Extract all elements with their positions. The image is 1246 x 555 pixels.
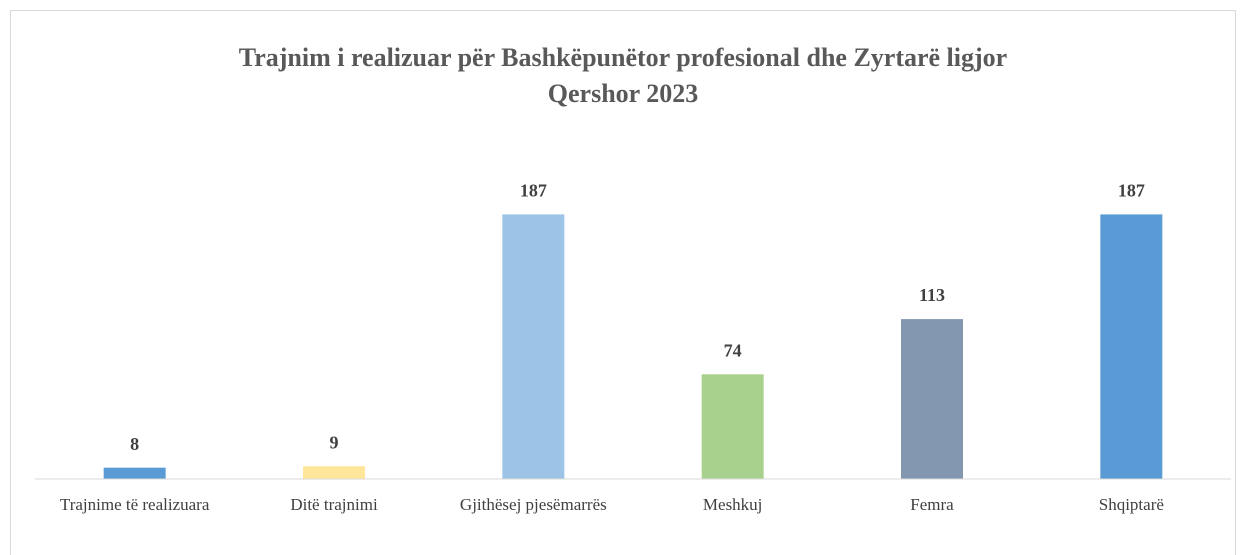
data-label: 9	[330, 432, 339, 452]
x-tick-label: Femra	[910, 495, 954, 514]
chart-title: Qershor 2023	[548, 79, 698, 108]
bar	[303, 466, 365, 479]
bar	[502, 214, 565, 479]
bar	[901, 319, 963, 479]
bar	[103, 467, 166, 479]
bar	[1100, 214, 1163, 479]
x-tick-label: Ditë trajnimi	[290, 495, 378, 514]
chart-border	[10, 10, 1236, 555]
chart-title: Trajnim i realizuar për Bashkëpunëtor pr…	[239, 43, 1007, 72]
data-label: 74	[724, 340, 742, 360]
data-label: 113	[919, 285, 945, 305]
x-tick-label: Shqiptarë	[1098, 495, 1164, 514]
data-label: 187	[520, 181, 547, 201]
bar	[701, 374, 764, 479]
data-label: 8	[130, 434, 139, 454]
data-label: 187	[1118, 181, 1145, 201]
x-tick-label: Gjithësej pjesëmarrës	[459, 495, 607, 514]
x-tick-label: Trajnime të realizuara	[59, 495, 210, 514]
x-tick-label: Meshkuj	[702, 495, 763, 514]
